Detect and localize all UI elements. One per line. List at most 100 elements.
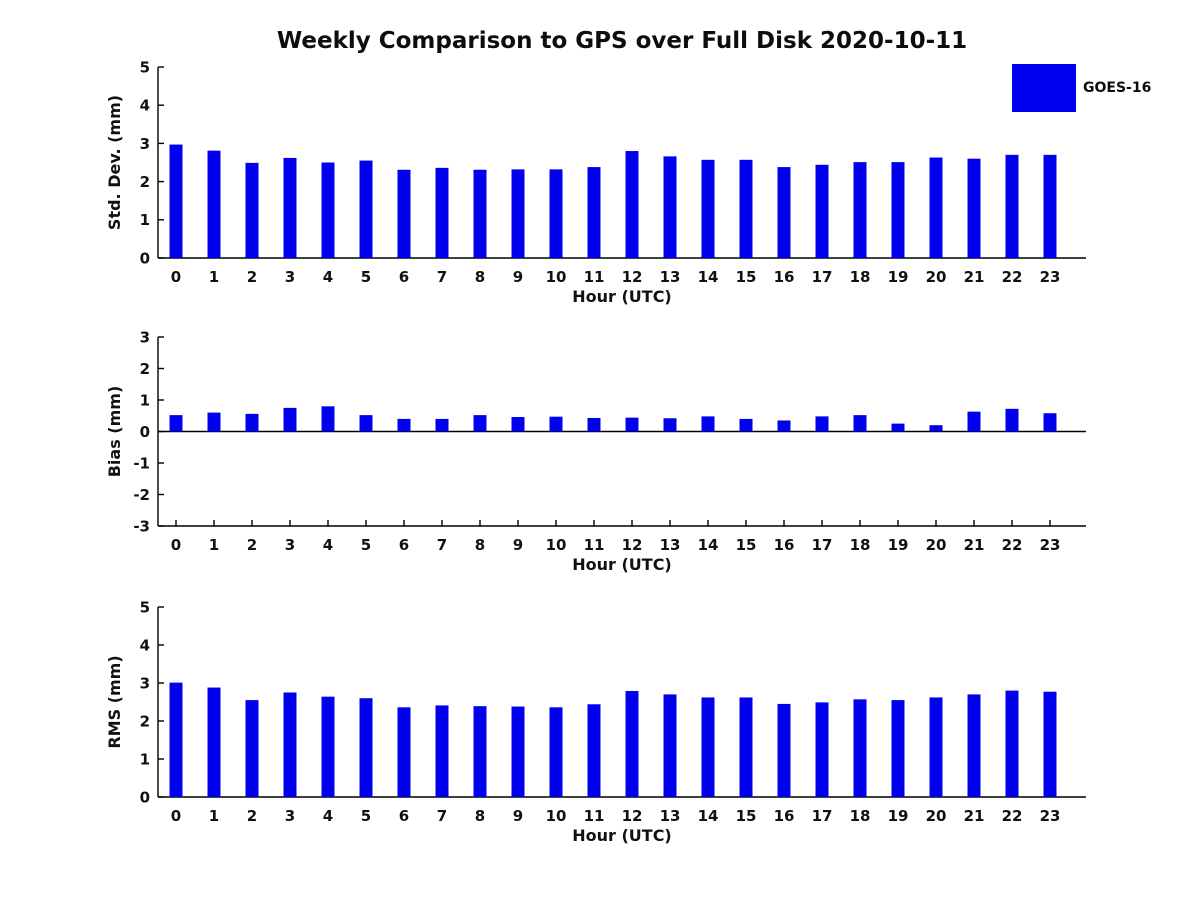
x-tick-label: 11 (584, 536, 605, 554)
x-tick-label: 10 (546, 268, 567, 286)
x-axis-title: Hour (UTC) (572, 826, 672, 845)
y-tick-label: 1 (140, 211, 150, 229)
x-tick-label: 4 (323, 268, 333, 286)
x-tick-label: 7 (437, 807, 447, 825)
bar-bias-hour-10 (549, 416, 563, 432)
x-tick-label: 17 (812, 807, 833, 825)
bar-std-dev-hour-19 (891, 162, 905, 258)
bar-rms-hour-6 (397, 707, 411, 797)
bar-bias-hour-6 (397, 418, 411, 432)
x-axis-title: Hour (UTC) (572, 555, 672, 574)
y-axis-title: Bias (mm) (105, 386, 124, 478)
legend-label: GOES-16 (1083, 80, 1152, 96)
bar-std-dev-hour-0 (169, 144, 183, 258)
x-tick-label: 19 (888, 807, 909, 825)
y-tick-label: 4 (140, 97, 150, 115)
bar-bias-hour-20 (929, 425, 943, 432)
y-tick-label: 3 (140, 674, 150, 692)
bar-bias-hour-14 (701, 416, 715, 432)
bar-rms-hour-12 (625, 690, 639, 797)
bar-std-dev-hour-1 (207, 150, 221, 258)
x-tick-label: 8 (475, 536, 485, 554)
bar-bias-hour-1 (207, 412, 221, 432)
x-tick-label: 12 (622, 807, 643, 825)
bar-bias-hour-13 (663, 418, 677, 432)
x-tick-label: 20 (926, 268, 947, 286)
x-tick-label: 1 (209, 268, 219, 286)
bar-std-dev-hour-3 (283, 157, 297, 258)
bar-std-dev-hour-21 (967, 158, 981, 258)
x-tick-label: 23 (1040, 268, 1061, 286)
bar-std-dev-hour-11 (587, 167, 601, 258)
x-tick-label: 5 (361, 268, 371, 286)
bar-std-dev-hour-18 (853, 162, 867, 258)
x-tick-label: 2 (247, 268, 257, 286)
y-tick-label: 2 (140, 173, 150, 191)
x-tick-label: 0 (171, 268, 181, 286)
x-tick-label: 20 (926, 536, 947, 554)
bar-std-dev-hour-5 (359, 160, 373, 258)
x-tick-label: 22 (1002, 268, 1023, 286)
bar-bias-hour-15 (739, 418, 753, 432)
x-tick-label: 11 (584, 807, 605, 825)
x-tick-label: 9 (513, 268, 523, 286)
y-tick-label: 1 (140, 391, 150, 409)
legend: GOES-16 (1012, 64, 1151, 112)
bar-rms-hour-18 (853, 699, 867, 797)
x-tick-label: 8 (475, 807, 485, 825)
x-tick-label: 16 (774, 807, 795, 825)
bar-rms-hour-13 (663, 694, 677, 797)
x-tick-label: 9 (513, 807, 523, 825)
bar-rms-hour-19 (891, 700, 905, 797)
x-tick-label: 14 (698, 268, 719, 286)
y-tick-label: 3 (140, 328, 150, 346)
x-tick-label: 4 (323, 536, 333, 554)
x-tick-label: 19 (888, 536, 909, 554)
x-tick-label: 13 (660, 807, 681, 825)
x-tick-label: 2 (247, 536, 257, 554)
bar-rms-hour-14 (701, 697, 715, 797)
bar-std-dev-hour-15 (739, 159, 753, 258)
x-tick-label: 6 (399, 268, 409, 286)
bar-std-dev-hour-4 (321, 162, 335, 258)
bar-std-dev-hour-8 (473, 169, 487, 258)
bar-rms-hour-1 (207, 687, 221, 797)
bar-rms-hour-11 (587, 704, 601, 797)
x-tick-label: 15 (736, 268, 757, 286)
y-tick-label: -3 (133, 517, 150, 535)
x-tick-label: 20 (926, 807, 947, 825)
bar-bias-hour-5 (359, 415, 373, 432)
legend-swatch (1012, 64, 1076, 112)
x-tick-label: 11 (584, 268, 605, 286)
x-tick-label: 17 (812, 268, 833, 286)
x-tick-label: 16 (774, 268, 795, 286)
x-tick-label: 18 (850, 536, 871, 554)
bar-std-dev-hour-20 (929, 157, 943, 258)
bar-rms-hour-4 (321, 696, 335, 797)
x-tick-label: 16 (774, 536, 795, 554)
x-tick-label: 7 (437, 268, 447, 286)
y-axis-title: RMS (mm) (105, 655, 124, 748)
bar-rms-hour-16 (777, 703, 791, 797)
x-tick-label: 0 (171, 536, 181, 554)
bar-bias-hour-8 (473, 415, 487, 432)
bar-bias-hour-9 (511, 417, 525, 432)
x-tick-label: 14 (698, 807, 719, 825)
bar-rms-hour-17 (815, 702, 829, 797)
x-tick-label: 3 (285, 536, 295, 554)
bar-rms-hour-7 (435, 705, 449, 797)
bar-bias-hour-18 (853, 415, 867, 432)
bar-bias-hour-7 (435, 418, 449, 432)
x-tick-label: 4 (323, 807, 333, 825)
x-tick-label: 21 (964, 807, 985, 825)
bar-std-dev-hour-6 (397, 169, 411, 258)
y-tick-label: 0 (140, 249, 150, 267)
x-tick-label: 22 (1002, 807, 1023, 825)
bar-rms-hour-3 (283, 692, 297, 797)
x-tick-label: 23 (1040, 807, 1061, 825)
bar-rms-hour-10 (549, 707, 563, 797)
